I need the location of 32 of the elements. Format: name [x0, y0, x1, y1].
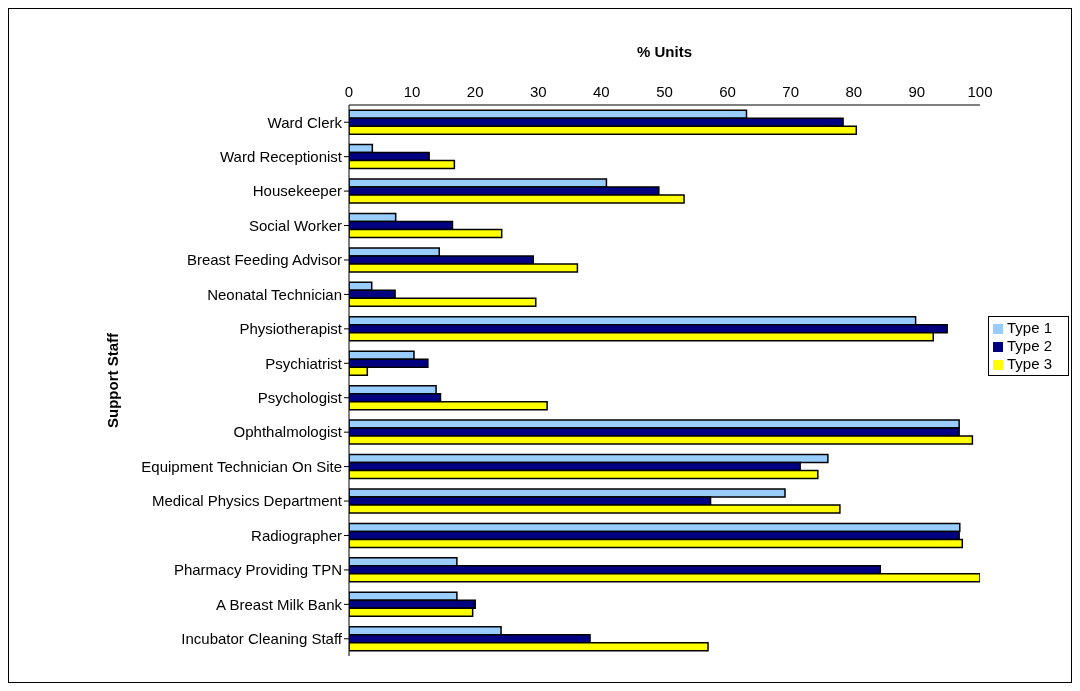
x-tick-label: 80 — [845, 83, 863, 100]
y-tick-label: Ward Receptionist — [220, 147, 343, 165]
x-tick-label: 40 — [593, 83, 610, 100]
y-tick-label: Neonatal Technician — [207, 285, 342, 303]
y-tick-label: Medical Physics Department — [151, 492, 343, 510]
x-tick-label: 60 — [719, 83, 736, 100]
x-tick-label: 20 — [466, 83, 484, 100]
y-tick-label: Equipment Technician On Site — [141, 457, 342, 475]
x-tick-label: 100 — [967, 83, 993, 100]
x-tick-label: 10 — [403, 83, 421, 100]
x-axis-title: % Units — [636, 43, 692, 60]
y-tick-label: Ward Clerk — [267, 113, 343, 131]
x-tick-label: 30 — [529, 83, 547, 100]
y-tick-label: Psychologist — [257, 389, 343, 407]
y-tick-label: A Breast Milk Bank — [216, 595, 343, 613]
y-tick-label: Social Worker — [248, 216, 342, 234]
x-tick-label: 90 — [908, 83, 926, 100]
x-tick-label: 0 — [344, 83, 354, 100]
y-tick-label: Ophthalmologist — [233, 423, 343, 441]
y-tick-label: Housekeeper — [252, 182, 342, 200]
y-tick-label: Radiographer — [251, 526, 342, 544]
y-tick-label: Psychiatrist — [265, 354, 343, 372]
y-axis-title: Support Staff — [104, 332, 122, 428]
legend-label: Type 3 — [1006, 354, 1052, 372]
legend-label: Type 2 — [1006, 336, 1052, 354]
y-tick-label: Physiotherapist — [239, 320, 343, 338]
y-tick-label: Pharmacy Providing TPN — [173, 561, 342, 579]
y-tick-label: Breast Feeding Advisor — [186, 251, 342, 269]
y-tick-label: Incubator Cleaning Staff — [181, 630, 343, 648]
legend-label: Type 1 — [1006, 318, 1052, 336]
x-tick-label: 70 — [782, 83, 800, 100]
x-tick-label: 50 — [656, 83, 673, 100]
